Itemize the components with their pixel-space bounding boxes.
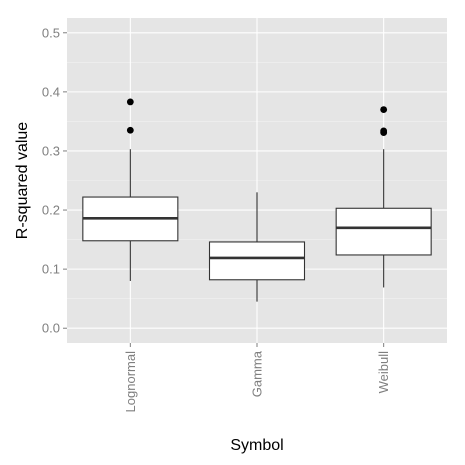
x-tick-label: Weibull	[376, 351, 391, 394]
outlier-point	[126, 98, 134, 106]
box-gamma	[208, 192, 306, 302]
box-lognormal	[82, 98, 179, 281]
boxes-layer	[82, 98, 432, 302]
y-tick-label: 0.2	[42, 203, 60, 218]
iqr-box	[208, 241, 306, 281]
y-tick-label: 0.1	[42, 262, 60, 277]
box-weibull	[335, 106, 432, 288]
y-tick-label: 0.5	[42, 25, 60, 40]
y-axis-title: R-squared value	[14, 122, 31, 240]
outlier-point	[380, 106, 388, 113]
y-tick-label: 0.3	[42, 143, 60, 158]
y-tick-label: 0.0	[42, 321, 60, 336]
y-tick-label: 0.4	[42, 84, 60, 99]
x-tick-label: Gamma	[250, 350, 265, 397]
x-axis-title: Symbol	[230, 437, 283, 454]
iqr-box	[335, 207, 432, 256]
outlier-point	[380, 127, 388, 135]
x-axis-ticks: Lognormal Gamma Weibull	[123, 343, 391, 412]
outlier-point	[126, 126, 134, 134]
y-axis-ticks: 0.0 0.1 0.2 0.3 0.4 0.5	[42, 25, 67, 336]
x-tick-label: Lognormal	[123, 351, 138, 413]
